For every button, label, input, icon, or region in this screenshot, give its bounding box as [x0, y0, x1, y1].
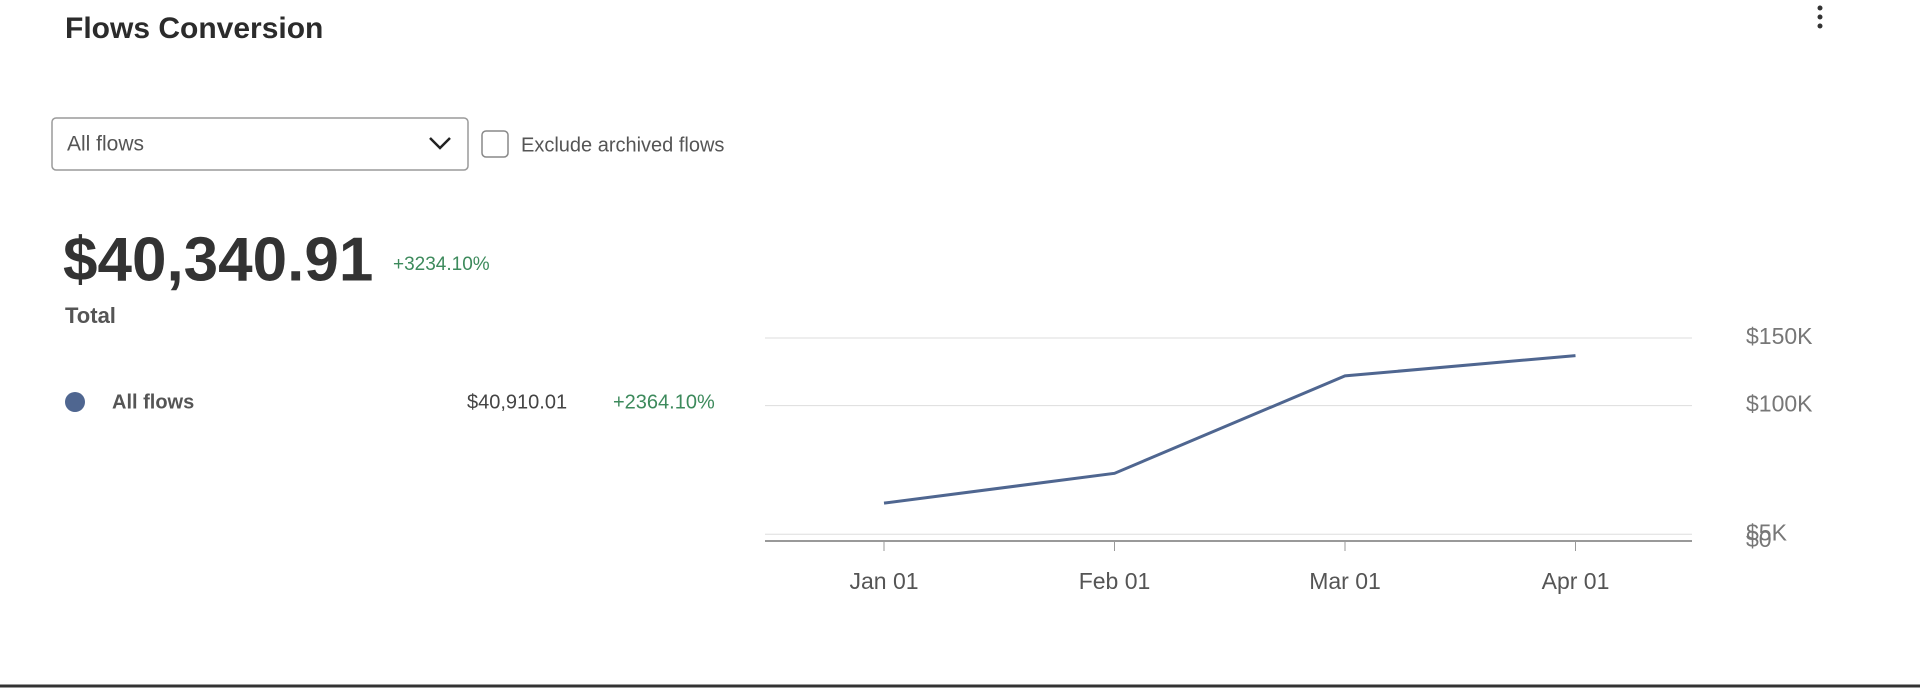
legend-change: +2364.10% [613, 391, 715, 413]
y-tick-label: $150K [1746, 323, 1813, 349]
menu-dot [1817, 14, 1823, 20]
checkbox-box [481, 130, 509, 158]
menu-dot [1817, 5, 1823, 11]
legend-name: All flows [112, 391, 194, 413]
dropdown-label: All flows [67, 133, 144, 156]
dropdown-box [51, 117, 469, 171]
total-label: Total [65, 303, 116, 328]
x-tick-label: Mar 01 [1309, 568, 1381, 594]
y-tick-label: $100K [1746, 391, 1813, 417]
menu-dot [1817, 23, 1823, 29]
dropdown[interactable]: All flows [51, 117, 469, 171]
x-tick-label: Feb 01 [1079, 568, 1151, 594]
legend-dot [65, 392, 85, 412]
x-tick-label: Apr 01 [1542, 568, 1610, 594]
line [883, 354, 1576, 505]
title: Flows Conversion [65, 12, 323, 45]
checkbox[interactable]: Exclude archived flows [481, 130, 724, 158]
checkbox-label: Exclude archived flows [521, 134, 724, 156]
chevron [429, 137, 451, 150]
total-value: $40,340.91 [63, 225, 373, 294]
y-tick-label: $0 [1746, 526, 1772, 552]
y-tick-label: $5K [1746, 519, 1788, 545]
x-tick-label: Jan 01 [849, 568, 918, 594]
legend-value: $40,910.01 [467, 391, 567, 413]
menu[interactable] [1817, 5, 1823, 29]
total-change: +3234.10% [393, 254, 490, 275]
